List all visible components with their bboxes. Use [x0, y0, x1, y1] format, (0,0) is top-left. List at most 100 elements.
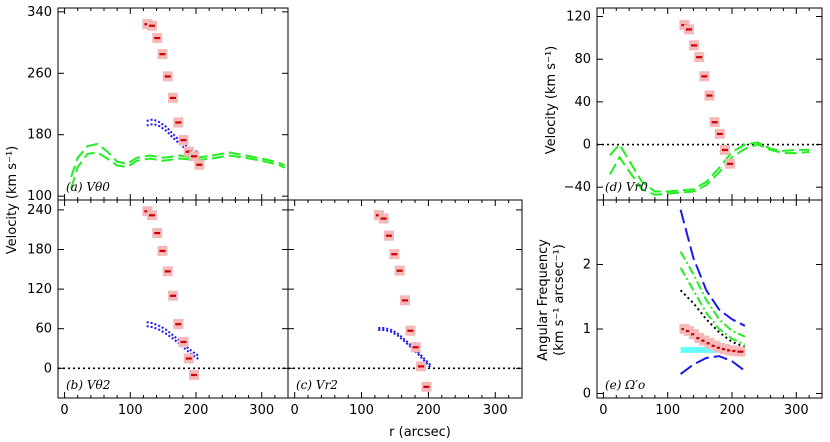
- data-point-mark: [685, 329, 692, 333]
- data-point-mark: [727, 162, 734, 165]
- data-point-mark: [380, 217, 387, 220]
- black-dotted-curve: [679, 289, 746, 348]
- blue-curve-0: [378, 327, 433, 368]
- data-point-mark: [716, 346, 723, 349]
- data-point-mark: [148, 24, 155, 27]
- y-axis-label-right-bottom-1: Angular Frequency: [536, 239, 551, 361]
- data-point-mark: [175, 121, 182, 124]
- data-point-mark: [706, 94, 713, 97]
- data-point-mark: [721, 148, 728, 152]
- x-tick-label: 100: [655, 403, 680, 418]
- x-tick-label: 300: [249, 403, 274, 418]
- data-point-mark: [423, 385, 430, 388]
- y-axis-label-right-bottom-2: (km s⁻¹ arcsec⁻¹): [552, 244, 567, 356]
- data-point-mark: [196, 163, 203, 166]
- data-point-mark: [148, 214, 155, 217]
- y-tick-label: 1: [583, 322, 591, 337]
- y-tick-label: 40: [574, 95, 591, 110]
- green-curve-0: [609, 141, 810, 193]
- panel-label-c: (c) Vr2: [296, 378, 338, 392]
- x-tick-label: 200: [720, 403, 745, 418]
- data-point-mark: [191, 155, 198, 158]
- data-point-mark: [696, 56, 703, 59]
- data-point-mark: [402, 299, 408, 302]
- data-point-mark: [701, 339, 708, 342]
- y-tick-label: 180: [27, 128, 52, 143]
- data-point-mark: [396, 269, 403, 272]
- plot-area: [288, 210, 522, 392]
- data-point-mark: [154, 232, 161, 235]
- y-axis-label-left: Velocity (km s⁻¹): [5, 146, 20, 254]
- data-point-mark: [154, 36, 161, 40]
- data-point-mark: [685, 28, 692, 31]
- panel-e: 0 100 200 300 0 1 2 (e) Ω′o: [583, 199, 823, 418]
- data-point-mark: [418, 365, 425, 368]
- y-tick-label: 2: [583, 257, 591, 272]
- y-tick-label: 120: [566, 10, 591, 25]
- panel-label-e: (e) Ω′o: [605, 378, 645, 392]
- panel-b: 0 100 200 300 0 60 120 180 240 (b) Vθ2: [27, 199, 289, 418]
- data-point-mark: [691, 44, 698, 47]
- y-tick-label: 0: [44, 361, 52, 376]
- panel-frame: [596, 199, 823, 399]
- panel-frame: [57, 7, 289, 201]
- data-point-mark: [711, 344, 718, 347]
- y-axis-label-right-top: Velocity (km s⁻¹): [544, 46, 559, 154]
- y-tick-label: −40: [564, 180, 591, 195]
- data-point-mark: [732, 349, 739, 353]
- blue-curve-1: [378, 329, 433, 370]
- data-point-mark: [164, 270, 171, 273]
- panel-a: 100 180 260 340 (a) Vθ0: [27, 5, 289, 204]
- y-tick-label: 0: [583, 138, 591, 153]
- data-point-mark: [170, 96, 176, 100]
- x-tick-label: 300: [784, 403, 809, 418]
- data-point-mark: [737, 350, 744, 353]
- data-point-mark: [691, 333, 698, 336]
- plot-area: [679, 209, 746, 375]
- panel-label-d: (d) Vr0: [605, 180, 648, 194]
- blue-curve-0: [679, 209, 746, 327]
- data-point-mark: [721, 347, 728, 351]
- panel-label-a: (a) Vθ0: [66, 180, 110, 194]
- data-point-mark: [696, 337, 703, 340]
- data-point-mark: [180, 340, 187, 344]
- y-tick-label: 80: [574, 52, 591, 67]
- green-curve-1: [679, 267, 746, 346]
- panel-label-b: (b) Vθ2: [66, 378, 110, 392]
- blue-curve-0: [146, 118, 200, 154]
- x-tick-label: 200: [184, 403, 209, 418]
- data-point-mark: [170, 294, 176, 297]
- y-tick-label: 60: [35, 322, 52, 337]
- data-point-mark: [159, 249, 166, 253]
- data-point-mark: [191, 373, 198, 377]
- data-point-mark: [385, 234, 392, 237]
- data-point-mark: [159, 53, 166, 56]
- x-tick-label: 0: [599, 403, 607, 418]
- data-point-mark: [727, 349, 734, 352]
- x-tick-label: 0: [60, 403, 68, 418]
- panel-frame: [287, 199, 523, 399]
- data-point-mark: [716, 132, 723, 136]
- data-point-mark: [706, 342, 713, 345]
- blue-curve-0: [146, 321, 200, 358]
- panel-d: −40 0 40 80 120 (d) Vr0: [564, 7, 823, 201]
- x-tick-label: 100: [349, 403, 374, 418]
- green-curve-1: [70, 151, 286, 189]
- green-curve-1: [609, 143, 810, 196]
- green-curve-0: [70, 142, 286, 178]
- plot-area: [70, 19, 286, 189]
- x-tick-label: 0: [291, 403, 299, 418]
- plot-area: [58, 206, 288, 380]
- data-point-mark: [164, 75, 171, 78]
- y-tick-label: 120: [27, 282, 52, 297]
- y-tick-label: 260: [27, 66, 52, 81]
- data-point-mark: [412, 346, 419, 349]
- x-tick-label: 300: [483, 403, 508, 418]
- y-tick-label: 100: [27, 189, 52, 204]
- panel-frame: [596, 7, 823, 201]
- data-point-mark: [185, 150, 192, 153]
- panel-c: 0 100 200 300 (c) Vr2: [287, 199, 523, 418]
- data-point-mark: [391, 253, 398, 256]
